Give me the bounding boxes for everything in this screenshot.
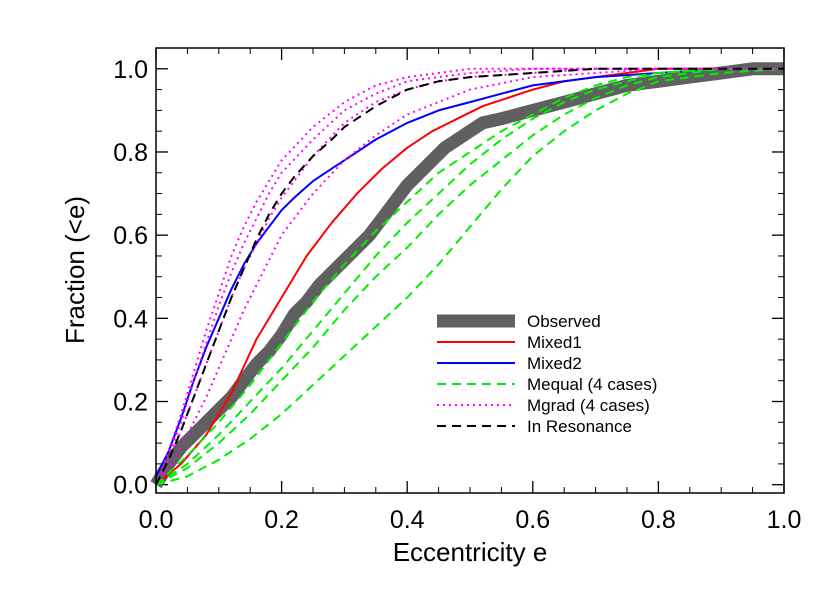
y-tick-label: 0.8 <box>113 139 148 167</box>
y-tick-label: 1.0 <box>113 56 148 84</box>
x-tick-label: 1.0 <box>767 506 802 534</box>
series-mixed2 <box>155 67 784 477</box>
x-tick-label: 0.2 <box>264 506 299 534</box>
series-mequal-case-3 <box>155 67 784 486</box>
plot-frame <box>155 47 785 494</box>
legend-label: Observed <box>527 312 601 331</box>
series-mequal-case-2 <box>155 67 784 486</box>
y-tick-label: 0.2 <box>113 389 148 417</box>
series-mequal-case-1 <box>155 67 784 486</box>
y-tick-label: 0.6 <box>113 222 148 250</box>
x-axis-label: Eccentricity e <box>393 537 548 567</box>
series-observed <box>150 62 784 489</box>
y-tick-label: 0.4 <box>113 305 148 333</box>
legend-label: Mgrad (4 cases) <box>527 396 650 415</box>
series-mgrad-case-4 <box>155 67 784 486</box>
y-tick-labels: 0.0 0.2 0.4 0.6 0.8 1.0 <box>113 56 148 500</box>
legend-label: Mixed1 <box>527 333 582 352</box>
series-in-resonance <box>155 67 784 486</box>
x-tick-label: 0.4 <box>390 506 425 534</box>
series-mequal-case-4 <box>155 67 785 486</box>
legend-label: In Resonance <box>527 417 632 436</box>
x-tick-label: 0.8 <box>641 506 676 534</box>
series-mgrad-case-2 <box>155 67 784 486</box>
x-tick-labels: 0.0 0.2 0.4 0.6 0.8 1.0 <box>139 506 802 534</box>
legend: Observed Mixed1 Mixed2 Mequal (4 cases) Mgra… <box>437 312 657 436</box>
y-tick-label: 0.0 <box>113 472 148 500</box>
x-tick-label: 0.6 <box>515 506 550 534</box>
y-axis-label: Fraction (<e) <box>60 196 90 344</box>
legend-label: Mequal (4 cases) <box>527 375 657 394</box>
series-mixed1 <box>155 67 784 486</box>
series-mgrad-case-1 <box>155 67 784 486</box>
x-tick-label: 0.0 <box>139 506 174 534</box>
series-layer <box>150 62 785 489</box>
legend-label: Mixed2 <box>527 354 582 373</box>
